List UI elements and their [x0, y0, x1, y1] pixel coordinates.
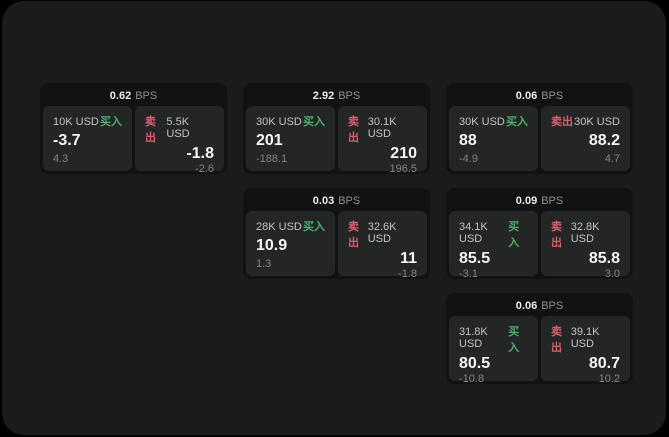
buy-sub-value: -10.8 — [459, 373, 485, 385]
quote-panels: 28K USD 买入 10.9 1.3 卖出 32.6K USD 11 -1.8 — [246, 211, 427, 280]
bps-value: 0.62 — [109, 90, 132, 102]
sell-price: -1.8 — [186, 145, 214, 162]
sell-price: 210 — [390, 145, 417, 162]
quote-card: 0.03 BPS 28K USD 买入 10.9 1.3 卖出 32.6K USD — [243, 188, 430, 280]
sell-tag: 卖出 — [551, 221, 562, 249]
quote-card-grid: 0.62 BPS 10K USD 买入 -3.7 4.3 卖出 5.5K USD — [40, 83, 633, 385]
quote-panels: 30K USD 买入 88 -4.9 卖出 30K USD 88.2 4.7 — [449, 106, 630, 171]
bps-unit: BPS — [338, 195, 361, 207]
sell-panel[interactable]: 卖出 32.8K USD 85.8 3.0 — [541, 211, 630, 280]
quote-panels: 30K USD 买入 201 -188.1 卖出 30.1K USD 210 1… — [246, 106, 427, 175]
sell-sub-value: 10.2 — [598, 373, 620, 385]
quote-panels: 31.8K USD 买入 80.5 -10.8 卖出 39.1K USD 80.… — [449, 316, 630, 385]
buy-tag: 买入 — [100, 116, 122, 128]
bps-unit: BPS — [541, 300, 564, 312]
sell-price: 88.2 — [588, 132, 620, 149]
buy-price: -3.7 — [53, 132, 81, 149]
sell-panel[interactable]: 卖出 30K USD 88.2 4.7 — [541, 106, 630, 171]
buy-sub-value: 1.3 — [256, 258, 272, 270]
card-header: 0.62 BPS — [43, 86, 224, 106]
quote-card: 0.09 BPS 34.1K USD 买入 85.5 -3.1 卖出 32.8K … — [446, 188, 633, 280]
sell-tag: 卖出 — [551, 326, 562, 354]
sell-amount: 39.1K USD — [570, 326, 600, 350]
bps-unit: BPS — [541, 195, 564, 207]
buy-panel[interactable]: 30K USD 买入 201 -188.1 — [246, 106, 335, 171]
card-header: 0.06 BPS — [449, 86, 630, 106]
quote-card: 0.62 BPS 10K USD 买入 -3.7 4.3 卖出 5.5K USD — [40, 83, 227, 175]
card-header: 0.06 BPS — [449, 296, 630, 316]
buy-sub-value: -188.1 — [256, 153, 288, 165]
sell-amount: 32.6K USD — [367, 221, 397, 245]
sell-tag: 卖出 — [348, 221, 359, 249]
bps-value: 0.03 — [312, 195, 335, 207]
buy-price: 80.5 — [459, 355, 491, 372]
sell-amount: 32.8K USD — [570, 221, 600, 245]
sell-amount: 30K USD — [574, 116, 620, 128]
buy-amount: 31.8K USD — [459, 326, 488, 350]
sell-panel[interactable]: 卖出 32.6K USD 11 -1.8 — [338, 211, 427, 280]
sell-tag: 卖出 — [145, 116, 156, 144]
buy-tag: 买入 — [508, 326, 520, 354]
sell-sub-value: 196.5 — [389, 163, 417, 175]
buy-panel[interactable]: 10K USD 买入 -3.7 4.3 — [43, 106, 132, 171]
buy-amount: 10K USD — [53, 116, 99, 128]
card-header: 0.03 BPS — [246, 191, 427, 211]
buy-tag: 买入 — [508, 221, 520, 249]
buy-price: 201 — [256, 132, 283, 149]
sell-sub-value: 3.0 — [604, 268, 620, 280]
sell-tag: 卖出 — [551, 116, 573, 128]
buy-price: 88 — [459, 132, 477, 149]
sell-amount: 30.1K USD — [367, 116, 397, 140]
buy-amount: 30K USD — [256, 116, 302, 128]
sell-tag: 卖出 — [348, 116, 359, 144]
buy-panel[interactable]: 28K USD 买入 10.9 1.3 — [246, 211, 335, 276]
sell-panel[interactable]: 卖出 39.1K USD 80.7 10.2 — [541, 316, 630, 385]
bps-unit: BPS — [135, 90, 158, 102]
buy-sub-value: -3.1 — [459, 268, 478, 280]
quote-panels: 34.1K USD 买入 85.5 -3.1 卖出 32.8K USD 85.8… — [449, 211, 630, 280]
quote-card: 2.92 BPS 30K USD 买入 201 -188.1 卖出 30.1K U… — [243, 83, 430, 175]
quote-card: 0.06 BPS 30K USD 买入 88 -4.9 卖出 30K USD — [446, 83, 633, 174]
sell-amount: 5.5K USD — [166, 116, 190, 140]
buy-panel[interactable]: 34.1K USD 买入 85.5 -3.1 — [449, 211, 538, 280]
card-header: 2.92 BPS — [246, 86, 427, 106]
sell-sub-value: 4.7 — [604, 153, 620, 165]
buy-tag: 买入 — [506, 116, 528, 128]
bps-value: 0.09 — [515, 195, 538, 207]
bps-unit: BPS — [338, 90, 361, 102]
bps-value: 0.06 — [515, 90, 538, 102]
buy-panel[interactable]: 31.8K USD 买入 80.5 -10.8 — [449, 316, 538, 385]
buy-tag: 买入 — [303, 116, 325, 128]
quote-card: 0.06 BPS 31.8K USD 买入 80.5 -10.8 卖出 39.1K… — [446, 293, 633, 385]
buy-amount: 34.1K USD — [459, 221, 488, 245]
buy-price: 85.5 — [459, 250, 491, 267]
bps-value: 2.92 — [312, 90, 335, 102]
sell-sub-value: -2.6 — [195, 163, 214, 175]
buy-sub-value: 4.3 — [53, 153, 69, 165]
card-header: 0.09 BPS — [449, 191, 630, 211]
sell-sub-value: -1.8 — [398, 268, 417, 280]
sell-panel[interactable]: 卖出 30.1K USD 210 196.5 — [338, 106, 427, 175]
quote-panels: 10K USD 买入 -3.7 4.3 卖出 5.5K USD -1.8 -2.… — [43, 106, 224, 175]
sell-price: 85.8 — [588, 250, 620, 267]
buy-panel[interactable]: 30K USD 买入 88 -4.9 — [449, 106, 538, 171]
buy-tag: 买入 — [303, 221, 325, 233]
bps-value: 0.06 — [515, 300, 538, 312]
bps-unit: BPS — [541, 90, 564, 102]
buy-sub-value: -4.9 — [459, 153, 478, 165]
sell-price: 11 — [400, 250, 417, 267]
buy-amount: 30K USD — [459, 116, 505, 128]
sell-price: 80.7 — [588, 355, 620, 372]
buy-amount: 28K USD — [256, 221, 302, 233]
buy-price: 10.9 — [256, 237, 288, 254]
sell-panel[interactable]: 卖出 5.5K USD -1.8 -2.6 — [135, 106, 224, 175]
